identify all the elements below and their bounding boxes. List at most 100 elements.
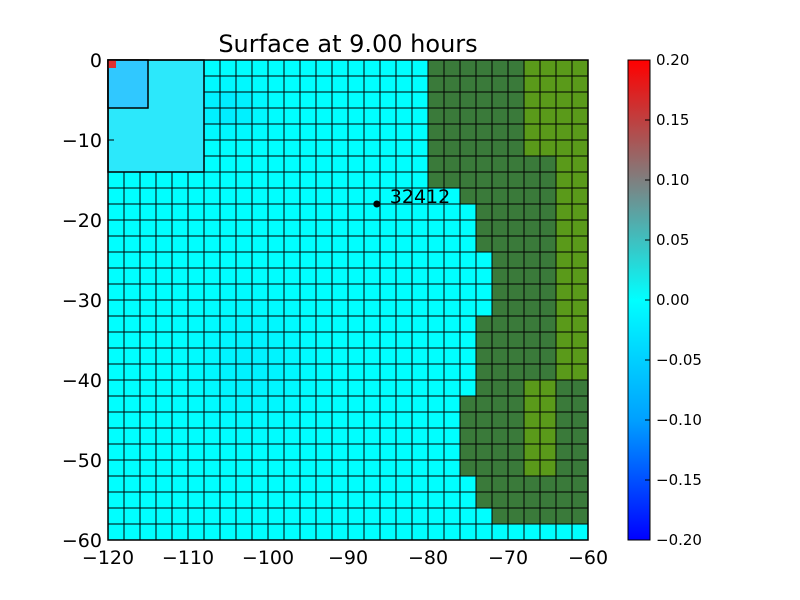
heatmap-cell bbox=[524, 172, 540, 188]
heatmap-cell bbox=[236, 444, 252, 460]
heatmap-cell bbox=[156, 268, 172, 284]
heatmap-cell bbox=[332, 60, 348, 76]
heatmap-cell bbox=[300, 444, 316, 460]
heatmap-cell bbox=[188, 204, 204, 220]
heatmap-cell bbox=[460, 332, 476, 348]
heatmap-cell bbox=[508, 268, 524, 284]
heatmap-cell bbox=[316, 508, 332, 524]
heatmap-cell bbox=[316, 428, 332, 444]
heatmap-cell bbox=[508, 156, 524, 172]
heatmap-cell bbox=[444, 140, 460, 156]
heatmap-cell bbox=[476, 412, 492, 428]
heatmap-cell bbox=[316, 92, 332, 108]
heatmap-cell bbox=[124, 284, 140, 300]
heatmap-cell bbox=[540, 92, 556, 108]
heatmap-cell bbox=[348, 508, 364, 524]
heatmap-cell bbox=[108, 460, 124, 476]
heatmap-cell bbox=[364, 76, 380, 92]
heatmap-cell bbox=[428, 316, 444, 332]
heatmap-cell bbox=[428, 268, 444, 284]
heatmap-cell bbox=[380, 316, 396, 332]
heatmap-cell bbox=[156, 332, 172, 348]
heatmap-cell bbox=[364, 348, 380, 364]
heatmap-cell bbox=[172, 268, 188, 284]
heatmap-cell bbox=[220, 508, 236, 524]
heatmap-cell bbox=[236, 60, 252, 76]
heatmap-cell bbox=[492, 92, 508, 108]
heatmap-cell bbox=[556, 268, 572, 284]
heatmap-cell bbox=[268, 396, 284, 412]
heatmap-cell bbox=[540, 380, 556, 396]
x-tick-label: −120 bbox=[82, 547, 134, 569]
heatmap-cell bbox=[332, 364, 348, 380]
heatmap-cell bbox=[540, 124, 556, 140]
heatmap-cell bbox=[140, 188, 156, 204]
heatmap-cell bbox=[460, 108, 476, 124]
heatmap-cell bbox=[156, 284, 172, 300]
heatmap-cell bbox=[556, 108, 572, 124]
heatmap-cell bbox=[556, 76, 572, 92]
heatmap-cell bbox=[124, 476, 140, 492]
heatmap-cell bbox=[540, 252, 556, 268]
heatmap-cell bbox=[540, 492, 556, 508]
heatmap-cell bbox=[556, 300, 572, 316]
heatmap-cell bbox=[556, 156, 572, 172]
heatmap-cell bbox=[572, 524, 588, 540]
heatmap-cell bbox=[332, 220, 348, 236]
heatmap-cell bbox=[252, 300, 268, 316]
heatmap-cell bbox=[204, 476, 220, 492]
heatmap-cell bbox=[300, 252, 316, 268]
heatmap-cell bbox=[284, 476, 300, 492]
heatmap-cell bbox=[364, 252, 380, 268]
heatmap-cell bbox=[524, 428, 540, 444]
colorbar-tick-label: −0.10 bbox=[656, 411, 702, 429]
heatmap-cell bbox=[572, 428, 588, 444]
heatmap-cell bbox=[172, 300, 188, 316]
heatmap-cell bbox=[396, 172, 412, 188]
heatmap-cell bbox=[188, 188, 204, 204]
heatmap-cell bbox=[220, 108, 236, 124]
heatmap-cell bbox=[300, 220, 316, 236]
heatmap-cell bbox=[140, 508, 156, 524]
heatmap-cell bbox=[524, 524, 540, 540]
heatmap-cell bbox=[524, 476, 540, 492]
heatmap-cell bbox=[364, 444, 380, 460]
heatmap-cell bbox=[444, 316, 460, 332]
heatmap-cell bbox=[444, 268, 460, 284]
heatmap-cell bbox=[172, 236, 188, 252]
heatmap-cell bbox=[220, 396, 236, 412]
heatmap-cell bbox=[460, 508, 476, 524]
heatmap-cell bbox=[540, 60, 556, 76]
heatmap-cell bbox=[332, 204, 348, 220]
heatmap-cell bbox=[364, 476, 380, 492]
heatmap-cell bbox=[572, 412, 588, 428]
heatmap-cell bbox=[444, 92, 460, 108]
heatmap-cell bbox=[268, 188, 284, 204]
heatmap-cell bbox=[284, 332, 300, 348]
heatmap-cell bbox=[460, 252, 476, 268]
heatmap-cell bbox=[268, 476, 284, 492]
heatmap-cell bbox=[332, 396, 348, 412]
heatmap-cell bbox=[300, 412, 316, 428]
heatmap-cell bbox=[556, 172, 572, 188]
heatmap-cell bbox=[572, 140, 588, 156]
heatmap-cell bbox=[380, 140, 396, 156]
heatmap-cell bbox=[364, 188, 380, 204]
heatmap-cell bbox=[396, 444, 412, 460]
heatmap-cell bbox=[300, 396, 316, 412]
heatmap-cell bbox=[188, 492, 204, 508]
heatmap-cell bbox=[540, 268, 556, 284]
heatmap-cell bbox=[316, 76, 332, 92]
heatmap-cell bbox=[556, 204, 572, 220]
heatmap-cell bbox=[332, 348, 348, 364]
heatmap-cell bbox=[428, 60, 444, 76]
heatmap-cell bbox=[396, 252, 412, 268]
heatmap-cell bbox=[300, 492, 316, 508]
heatmap-cell bbox=[412, 268, 428, 284]
heatmap-cell bbox=[380, 524, 396, 540]
heatmap-cell bbox=[492, 396, 508, 412]
colorbar-tick-label: 0.00 bbox=[656, 291, 689, 309]
heatmap-cell bbox=[220, 60, 236, 76]
heatmap-cell bbox=[444, 428, 460, 444]
heatmap-cell bbox=[220, 300, 236, 316]
